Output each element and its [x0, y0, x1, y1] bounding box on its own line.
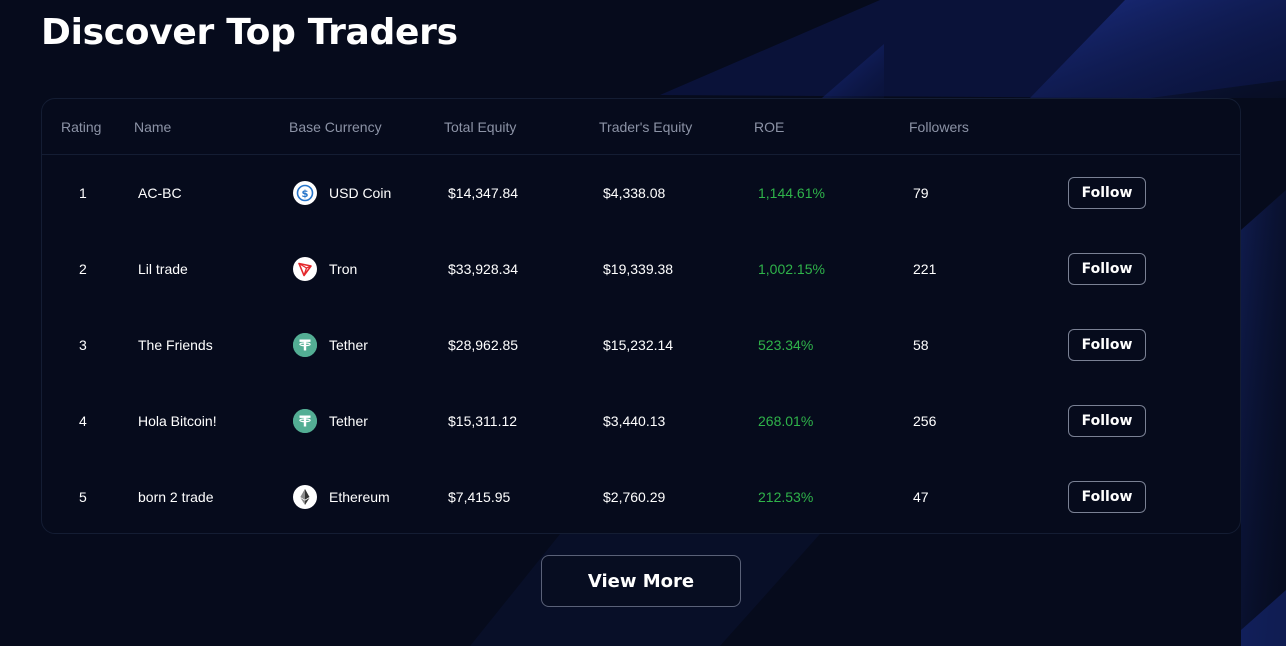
- table-row: 2 Lil trade Tron $33,928.34 $19,339.38 1…: [42, 231, 1240, 307]
- table-row: 5 born 2 trade Ethereum $7,415.95 $2,760…: [42, 459, 1240, 535]
- rating-cell: 5: [79, 489, 87, 505]
- usd-coin-icon: $: [293, 181, 317, 205]
- currency-name: USD Coin: [329, 185, 392, 201]
- followers-count: 79: [913, 185, 929, 201]
- roe-value: 523.34%: [758, 337, 814, 353]
- page-title: Discover Top Traders: [41, 12, 458, 53]
- total-equity: $33,928.34: [448, 261, 519, 277]
- tron-icon: [293, 257, 317, 281]
- tether-icon: [293, 409, 317, 433]
- total-equity: $15,311.12: [448, 413, 518, 429]
- traders-equity: $4,338.08: [603, 185, 666, 201]
- roe-value: 212.53%: [758, 489, 814, 505]
- table-header: Rating Name Base Currency Total Equity T…: [42, 99, 1240, 155]
- base-currency: Tether: [293, 409, 368, 433]
- column-roe: ROE: [754, 119, 785, 135]
- followers-count: 221: [913, 261, 937, 277]
- traders-equity: $19,339.38: [603, 261, 674, 277]
- traders-equity: $2,760.29: [603, 489, 666, 505]
- table-row: 1 AC-BC $ USD Coin $14,347.84 $4,338.08 …: [42, 155, 1240, 231]
- follow-button[interactable]: Follow: [1068, 481, 1146, 513]
- followers-count: 256: [913, 413, 937, 429]
- trader-name[interactable]: born 2 trade: [138, 489, 214, 505]
- trader-name[interactable]: AC-BC: [138, 185, 182, 201]
- tether-icon: [293, 333, 317, 357]
- column-rating: Rating: [61, 119, 102, 135]
- trader-name[interactable]: The Friends: [138, 337, 213, 353]
- rating-cell: 1: [79, 185, 87, 201]
- roe-value: 1,002.15%: [758, 261, 825, 277]
- roe-value: 1,144.61%: [758, 185, 825, 201]
- base-currency: Tron: [293, 257, 357, 281]
- table-row: 3 The Friends Tether $28,962.85 $15,232.…: [42, 307, 1240, 383]
- currency-name: Tether: [329, 413, 368, 429]
- follow-button[interactable]: Follow: [1068, 177, 1146, 209]
- rating-cell: 2: [79, 261, 87, 277]
- column-total-equity: Total Equity: [444, 119, 517, 135]
- column-base-currency: Base Currency: [289, 119, 382, 135]
- currency-name: Tether: [329, 337, 368, 353]
- follow-button[interactable]: Follow: [1068, 405, 1146, 437]
- base-currency: $ USD Coin: [293, 181, 391, 205]
- currency-name: Tron: [329, 261, 358, 277]
- ethereum-icon: [293, 485, 317, 509]
- total-equity: $28,962.85: [448, 337, 519, 353]
- traders-equity: $15,232.14: [603, 337, 674, 353]
- svg-text:$: $: [302, 189, 309, 200]
- trader-name[interactable]: Lil trade: [138, 261, 188, 277]
- column-traders-equity: Trader's Equity: [599, 119, 693, 135]
- total-equity: $7,415.95: [448, 489, 511, 505]
- total-equity: $14,347.84: [448, 185, 519, 201]
- base-currency: Tether: [293, 333, 368, 357]
- column-followers: Followers: [909, 119, 969, 135]
- roe-value: 268.01%: [758, 413, 814, 429]
- rating-cell: 4: [79, 413, 87, 429]
- trader-name[interactable]: Hola Bitcoin!: [138, 413, 217, 429]
- followers-count: 47: [913, 489, 929, 505]
- follow-button[interactable]: Follow: [1068, 329, 1146, 361]
- currency-name: Ethereum: [329, 489, 390, 505]
- table-row: 4 Hola Bitcoin! Tether $15,311.12 $3,440…: [42, 383, 1240, 459]
- follow-button[interactable]: Follow: [1068, 253, 1146, 285]
- rating-cell: 3: [79, 337, 87, 353]
- view-more-button[interactable]: View More: [541, 555, 741, 607]
- column-name: Name: [134, 119, 172, 135]
- traders-table: Rating Name Base Currency Total Equity T…: [41, 98, 1241, 534]
- traders-equity: $3,440.13: [603, 413, 666, 429]
- followers-count: 58: [913, 337, 929, 353]
- base-currency: Ethereum: [293, 485, 390, 509]
